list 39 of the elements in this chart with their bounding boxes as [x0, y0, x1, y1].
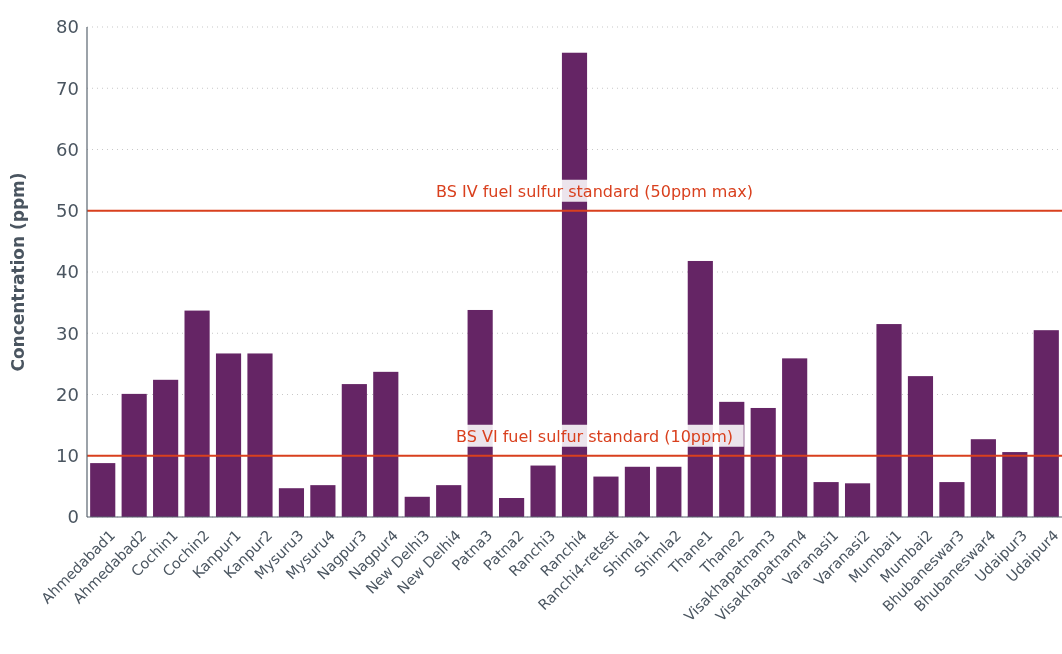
- y-tick-label: 20: [56, 383, 79, 405]
- y-tick-label: 80: [56, 16, 79, 38]
- bar: [876, 324, 902, 517]
- bar: [215, 353, 242, 517]
- bar: [593, 476, 619, 517]
- bar: [1002, 452, 1028, 517]
- bar: [813, 482, 839, 517]
- y-tick-label: 60: [56, 138, 79, 160]
- y-tick-label: 40: [56, 261, 79, 283]
- bar: [436, 485, 462, 517]
- y-tick-label: 30: [56, 322, 79, 344]
- bar: [782, 358, 808, 517]
- bar: [153, 379, 179, 517]
- ref-line-label: BS IV fuel sulfur standard (50ppm max): [436, 181, 753, 201]
- bar: [907, 376, 934, 517]
- bar: [404, 496, 430, 517]
- ref-line-label: BS VI fuel sulfur standard (10ppm): [456, 426, 733, 446]
- bar: [499, 498, 525, 517]
- bar: [373, 371, 399, 517]
- bar: [844, 483, 871, 517]
- bar: [656, 466, 682, 517]
- bar: [624, 466, 650, 517]
- bar: [278, 488, 305, 517]
- bar: [247, 353, 273, 517]
- bar: [970, 439, 996, 517]
- bar: [341, 384, 367, 517]
- bar: [750, 407, 776, 517]
- y-tick-label: 0: [67, 506, 79, 528]
- y-axis-title: Concentration (ppm): [8, 172, 28, 372]
- bar: [184, 310, 210, 517]
- bar: [1033, 330, 1059, 517]
- y-tick-label: 50: [56, 200, 79, 222]
- y-tick-label: 10: [56, 445, 79, 467]
- bar: [310, 485, 336, 517]
- bar: [90, 463, 116, 517]
- bar: [939, 482, 965, 517]
- bar: [121, 393, 147, 517]
- y-tick-label: 70: [56, 77, 79, 99]
- bar: [530, 465, 556, 517]
